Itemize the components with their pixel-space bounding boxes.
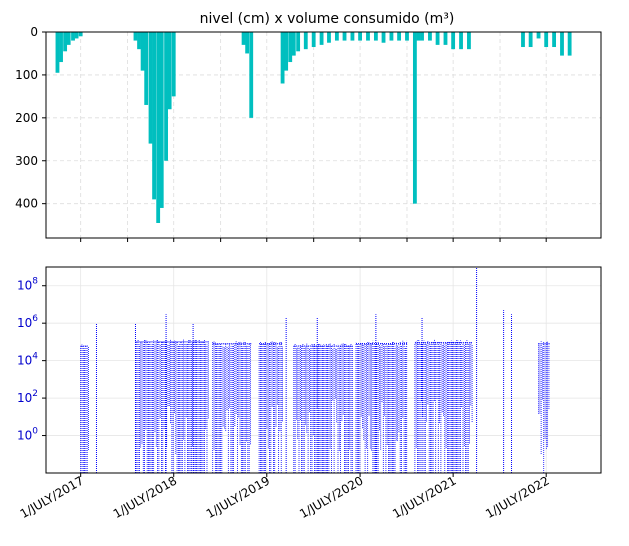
- top-bar: [435, 32, 440, 45]
- top-bar: [381, 32, 386, 43]
- bottom-xtick-label: 1/JULY/2018: [111, 473, 180, 521]
- top-ytick-label: 0: [30, 25, 38, 39]
- top-bar: [552, 32, 557, 48]
- top-bar: [319, 32, 324, 45]
- top-bar: [389, 32, 394, 41]
- bottom-ytick-label: 104: [17, 352, 38, 368]
- top-ytick-label: 300: [15, 154, 38, 168]
- top-bar: [133, 32, 138, 41]
- top-bar: [373, 32, 378, 41]
- top-bar: [140, 32, 145, 71]
- top-bar: [467, 32, 471, 50]
- top-bar: [358, 32, 362, 41]
- bottom-y-axis: 100 102 104 106 108: [17, 277, 46, 443]
- top-bar: [443, 32, 448, 45]
- top-bar: [311, 32, 316, 48]
- bottom-xtick-label: 1/JULY/2017: [18, 473, 87, 521]
- top-ytick-label: 100: [15, 68, 38, 82]
- top-bar: [71, 32, 75, 41]
- top-bar: [171, 32, 176, 97]
- top-bar: [156, 32, 161, 223]
- top-bar: [397, 32, 402, 41]
- top-grid: [46, 31, 601, 238]
- top-bar: [74, 32, 79, 39]
- top-bar: [148, 32, 153, 144]
- top-y-axis: 0 100 200 300 400: [15, 25, 46, 211]
- top-bar: [451, 32, 456, 50]
- top-bar: [288, 32, 293, 63]
- top-bar: [528, 32, 533, 48]
- bottom-ytick-label: 106: [17, 314, 38, 330]
- top-bar: [55, 32, 60, 73]
- bottom-xtick-label: 1/JULY/2019: [204, 473, 273, 521]
- top-bar: [544, 32, 549, 48]
- top-bar: [78, 32, 83, 37]
- top-bar: [241, 32, 246, 45]
- top-bar: [59, 32, 63, 63]
- bottom-ytick-label: 100: [17, 427, 38, 443]
- top-bar: [280, 32, 285, 84]
- top-bar: [536, 32, 541, 39]
- top-bar: [245, 32, 250, 54]
- top-bar: [303, 32, 308, 50]
- top-bar: [428, 32, 432, 41]
- top-ytick-label: 400: [15, 197, 38, 211]
- top-plot-frame: [45, 31, 602, 239]
- top-bar: [63, 32, 68, 52]
- bottom-ytick-label: 102: [17, 389, 38, 405]
- top-bar: [249, 32, 254, 118]
- top-bar: [296, 32, 301, 52]
- bottom-xtick-label: 1/JULY/2021: [390, 473, 459, 521]
- top-x-axis: [80, 238, 547, 242]
- bottom-x-axis: 1/JULY/2017 1/JULY/2018 1/JULY/2019 1/JULY/…: [18, 473, 552, 521]
- top-bar: [416, 32, 421, 41]
- top-bar: [66, 32, 71, 45]
- bottom-plot-frame: [45, 266, 602, 474]
- top-bar: [144, 32, 149, 105]
- top-bars: [55, 32, 572, 223]
- top-bar: [405, 32, 409, 41]
- top-bar: [366, 32, 370, 41]
- top-bar: [327, 32, 331, 43]
- top-bar: [152, 32, 157, 200]
- top-bar: [560, 32, 564, 56]
- top-ytick-label: 200: [15, 111, 38, 125]
- top-bar: [291, 32, 296, 56]
- top-bar: [167, 32, 172, 110]
- top-bar: [521, 32, 525, 48]
- top-bar: [350, 32, 355, 41]
- bottom-xtick-label: 1/JULY/2022: [483, 473, 552, 521]
- top-bar: [342, 32, 347, 41]
- top-bar: [412, 32, 417, 204]
- top-bar: [137, 32, 141, 50]
- bottom-ytick-label: 108: [17, 277, 38, 293]
- bottom-xtick-label: 1/JULY/2020: [297, 473, 366, 521]
- top-bar: [420, 32, 424, 41]
- top-bar: [567, 32, 572, 56]
- top-bar: [159, 32, 164, 208]
- top-bar: [459, 32, 463, 50]
- top-bar: [284, 32, 289, 71]
- top-bar: [164, 32, 168, 161]
- chart-title: nivel (cm) x volume consumido (m³): [200, 11, 455, 27]
- top-bar: [334, 32, 339, 41]
- bottom-lines: [80, 267, 550, 473]
